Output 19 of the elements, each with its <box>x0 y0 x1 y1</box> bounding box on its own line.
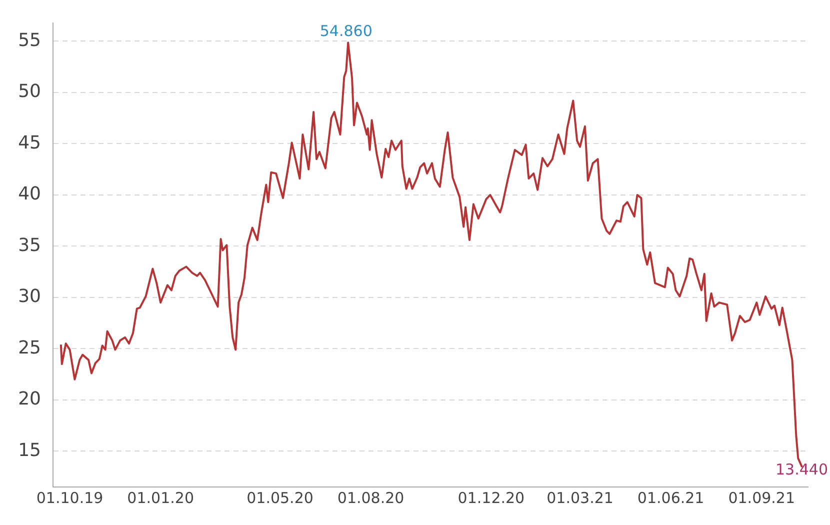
y-tick-label: 50 <box>18 81 41 102</box>
x-tick-label: 01.03.21 <box>546 488 614 507</box>
y-tick-label: 35 <box>18 234 41 256</box>
y-tick-label: 25 <box>18 337 41 358</box>
annotation: 54.860 <box>320 22 372 40</box>
y-tick-label: 40 <box>18 184 41 205</box>
x-tick-label: 01.12.20 <box>458 488 525 507</box>
y-tick-label: 20 <box>18 388 41 410</box>
y-tick-label: 15 <box>18 440 41 461</box>
y-tick-label: 45 <box>18 132 41 154</box>
x-tick-label: 01.10.19 <box>36 488 104 507</box>
x-tick-label: 01.09.21 <box>728 488 796 507</box>
x-tick-label: 01.01.20 <box>127 488 194 507</box>
x-tick-label: 01.05.20 <box>246 488 314 507</box>
y-tick-label: 30 <box>18 286 41 308</box>
annotation: 13.440 <box>776 460 828 479</box>
x-tick-label: 01.06.21 <box>637 488 704 507</box>
y-tick-label: 55 <box>18 30 41 51</box>
x-tick-label: 01.08.20 <box>337 488 404 507</box>
